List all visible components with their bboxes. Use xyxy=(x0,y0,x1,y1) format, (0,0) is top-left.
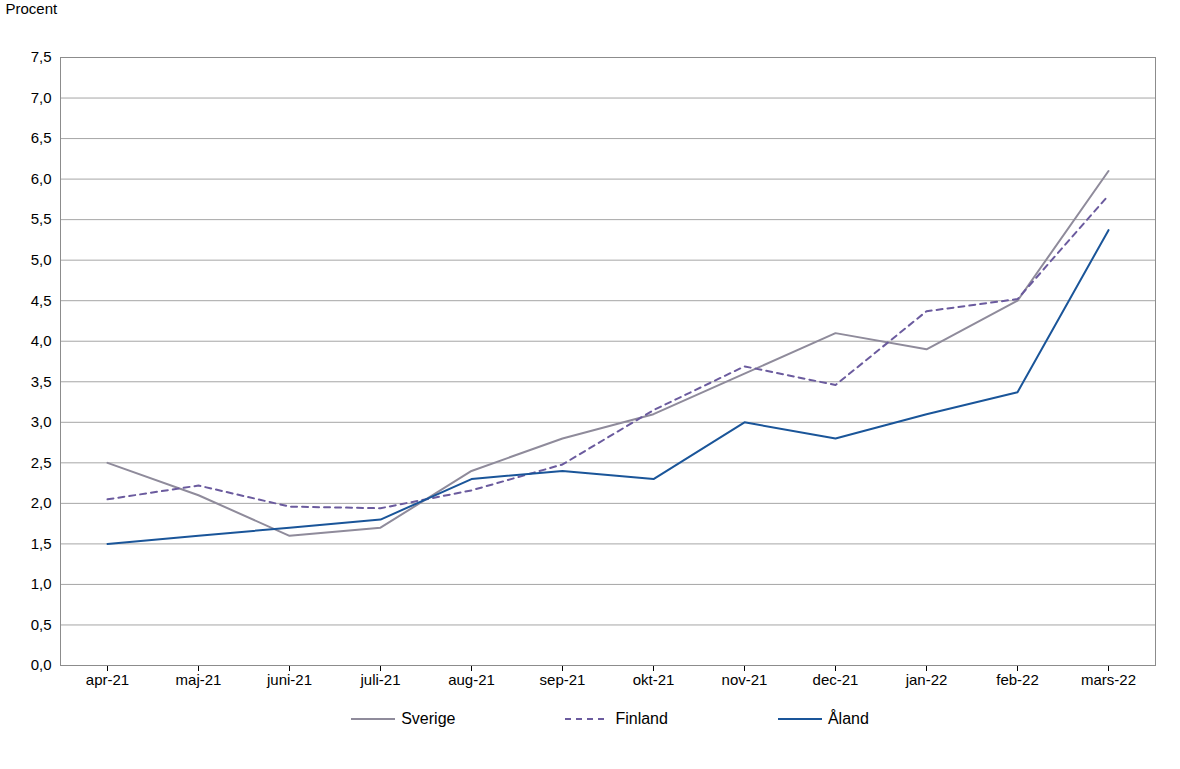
svg-text:5,5: 5,5 xyxy=(31,210,52,227)
svg-text:6,0: 6,0 xyxy=(31,170,52,187)
svg-text:3,5: 3,5 xyxy=(31,373,52,390)
svg-text:4,5: 4,5 xyxy=(31,292,52,309)
svg-text:4,0: 4,0 xyxy=(31,332,52,349)
svg-text:6,5: 6,5 xyxy=(31,129,52,146)
svg-text:okt-21: okt-21 xyxy=(633,671,675,688)
svg-text:sep-21: sep-21 xyxy=(540,671,586,688)
svg-text:juni-21: juni-21 xyxy=(266,671,312,688)
svg-text:aug-21: aug-21 xyxy=(448,671,495,688)
svg-text:7,5: 7,5 xyxy=(31,48,52,65)
svg-text:jan-22: jan-22 xyxy=(905,671,948,688)
svg-text:maj-21: maj-21 xyxy=(176,671,222,688)
svg-text:0,0: 0,0 xyxy=(31,656,52,673)
svg-text:Procent: Procent xyxy=(6,0,59,17)
svg-text:1,5: 1,5 xyxy=(31,535,52,552)
svg-text:juli-21: juli-21 xyxy=(359,671,400,688)
svg-text:feb-22: feb-22 xyxy=(996,671,1039,688)
svg-text:1,0: 1,0 xyxy=(31,575,52,592)
svg-text:3,0: 3,0 xyxy=(31,413,52,430)
svg-text:0,5: 0,5 xyxy=(31,616,52,633)
svg-text:2,0: 2,0 xyxy=(31,494,52,511)
svg-text:5,0: 5,0 xyxy=(31,251,52,268)
svg-text:dec-21: dec-21 xyxy=(813,671,859,688)
svg-text:apr-21: apr-21 xyxy=(86,671,129,688)
svg-text:nov-21: nov-21 xyxy=(722,671,768,688)
svg-text:2,5: 2,5 xyxy=(31,454,52,471)
svg-text:7,0: 7,0 xyxy=(31,89,52,106)
svg-text:mars-22: mars-22 xyxy=(1081,671,1136,688)
html-text:Sverige: Sverige xyxy=(401,710,456,727)
html-text:Finland: Finland xyxy=(615,710,668,727)
html-text:Åland: Åland xyxy=(827,710,869,727)
